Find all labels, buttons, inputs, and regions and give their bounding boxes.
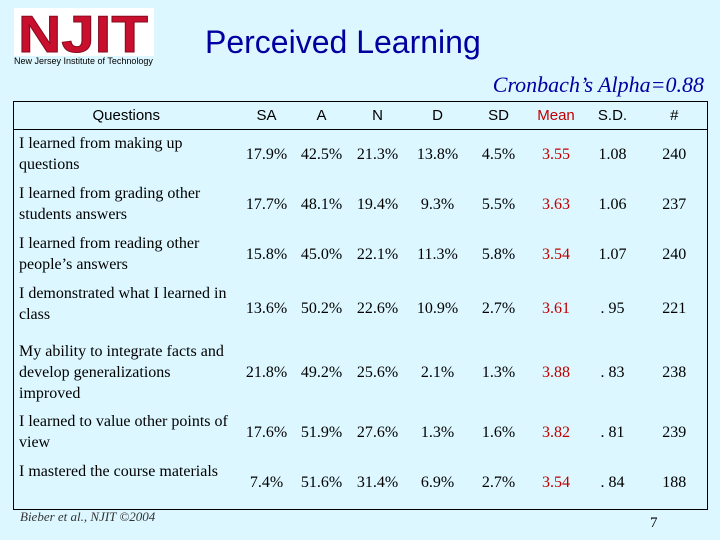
mean-cell: 3.82: [542, 423, 570, 441]
col-header-sd: SD: [468, 101, 529, 130]
sd-cell: 4.5%: [481, 145, 516, 163]
n-cell: 31.4%: [356, 474, 399, 492]
col-header-mean: Mean: [528, 101, 584, 130]
question-cell: I learned from grading other students an…: [19, 184, 201, 223]
d-cell: 6.9%: [420, 474, 455, 492]
n-cell: 21.3%: [356, 145, 399, 163]
col-header-d: D: [406, 101, 469, 130]
citation: Bieber et al., NJIT ©2004: [20, 509, 156, 524]
std-dev-cell: . 84: [600, 474, 625, 492]
perceived-learning-table: Questions SA A N D SD Mean S.D. # I lear…: [13, 101, 708, 510]
count-cell: 188: [662, 474, 687, 492]
question-cell: I learned to value other points of view: [19, 412, 228, 451]
sd-cell: 1.6%: [481, 423, 516, 441]
table-header-row: Questions SA A N D SD Mean S.D. #: [13, 101, 708, 130]
a-cell: 45.0%: [300, 245, 343, 263]
table-row: I mastered the course materials 7.4% 51.…: [14, 458, 708, 510]
question-cell: I learned from making up questions: [19, 135, 183, 173]
count-cell: 240: [662, 145, 687, 163]
col-header-sa: SA: [238, 101, 295, 130]
n-cell: 22.6%: [356, 299, 399, 317]
std-dev-cell: . 95: [600, 299, 625, 317]
question-cell: I mastered the course materials: [19, 462, 219, 480]
a-cell: 48.1%: [300, 195, 343, 213]
a-cell: 51.9%: [300, 423, 343, 441]
d-cell: 1.3%: [420, 423, 455, 441]
n-cell: 19.4%: [356, 195, 399, 213]
mean-cell: 3.63: [542, 195, 570, 213]
col-header-a: A: [294, 101, 349, 130]
d-cell: 11.3%: [417, 245, 458, 263]
count-cell: 240: [662, 245, 687, 263]
sa-cell: 15.8%: [245, 245, 288, 263]
mean-cell: 3.54: [542, 474, 570, 492]
table-row: My ability to integrate facts and develo…: [14, 338, 708, 408]
sd-cell: 2.7%: [481, 299, 516, 317]
sd-cell: 1.3%: [481, 363, 516, 381]
a-cell: 49.2%: [300, 363, 343, 381]
count-cell: 221: [662, 299, 687, 317]
a-cell: 51.6%: [300, 474, 343, 492]
col-header-count: #: [641, 101, 708, 130]
count-cell: 237: [662, 195, 687, 213]
sa-cell: 7.4%: [249, 474, 284, 492]
std-dev-cell: 1.07: [598, 245, 627, 263]
std-dev-cell: 1.06: [598, 195, 627, 213]
sa-cell: 17.6%: [245, 423, 288, 441]
page-number: 7: [650, 515, 658, 531]
mean-cell: 3.54: [542, 245, 570, 263]
table-row: I learned to value other points of view …: [14, 408, 708, 458]
col-header-std-dev: S.D.: [583, 101, 642, 130]
sa-cell: 17.9%: [245, 145, 288, 163]
col-header-questions: Questions: [13, 101, 239, 130]
sd-cell: 5.5%: [481, 195, 516, 213]
std-dev-cell: . 83: [600, 363, 625, 381]
mean-cell: 3.61: [542, 299, 570, 317]
question-cell: I learned from reading other people’s an…: [19, 234, 200, 273]
table-row: I demonstrated what I learned in class 1…: [14, 280, 708, 338]
n-cell: 25.6%: [356, 363, 399, 381]
mean-cell: 3.55: [542, 145, 570, 163]
page-title: Perceived Learning: [205, 24, 481, 60]
d-cell: 13.8%: [416, 145, 459, 163]
std-dev-cell: . 81: [600, 423, 625, 441]
count-cell: 239: [662, 423, 687, 441]
table-row: I learned from making up questions 17.9%…: [14, 130, 708, 180]
d-cell: 2.1%: [420, 363, 455, 381]
mean-cell: 3.88: [542, 363, 570, 381]
logo-wordmark: NJIT: [18, 8, 148, 64]
count-cell: 238: [662, 363, 687, 381]
std-dev-cell: 1.08: [598, 145, 627, 163]
n-cell: 27.6%: [356, 423, 399, 441]
sd-cell: 5.8%: [481, 245, 516, 263]
page-subtitle: Cronbach’s Alpha=0.88: [492, 72, 704, 97]
sd-cell: 2.7%: [481, 474, 516, 492]
logo-caption: New Jersey Institute of Technology: [14, 56, 153, 66]
njit-logo: NJIT: [14, 8, 154, 65]
table-row: I learned from reading other people’s an…: [14, 230, 708, 280]
a-cell: 42.5%: [300, 145, 343, 163]
question-cell: I demonstrated what I learned in class: [19, 284, 227, 323]
d-cell: 10.9%: [416, 299, 459, 317]
sa-cell: 13.6%: [245, 299, 288, 317]
d-cell: 9.3%: [420, 195, 455, 213]
a-cell: 50.2%: [300, 299, 343, 317]
question-cell: My ability to integrate facts and develo…: [19, 342, 224, 402]
sa-cell: 21.8%: [245, 363, 288, 381]
sa-cell: 17.7%: [245, 195, 288, 213]
col-header-n: N: [348, 101, 407, 130]
n-cell: 22.1%: [356, 245, 399, 263]
table-row: I learned from grading other students an…: [14, 180, 708, 230]
